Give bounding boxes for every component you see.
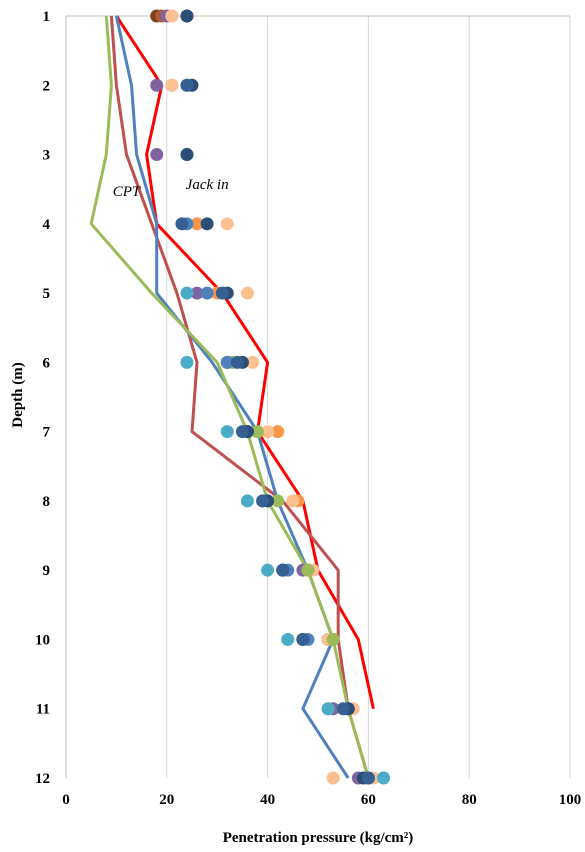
data-point bbox=[190, 286, 204, 300]
data-point bbox=[190, 217, 204, 231]
data-point bbox=[180, 148, 194, 162]
y-tick-label: 7 bbox=[43, 425, 51, 441]
x-tick-label: 40 bbox=[260, 792, 275, 808]
series-line bbox=[89, 15, 370, 779]
data-point bbox=[276, 563, 290, 577]
data-point bbox=[361, 771, 375, 785]
y-tick-label: 12 bbox=[35, 771, 50, 787]
data-point bbox=[321, 702, 335, 716]
y-tick-label: 9 bbox=[43, 563, 51, 579]
data-point bbox=[271, 494, 285, 508]
data-point bbox=[336, 702, 350, 716]
data-point bbox=[251, 425, 265, 439]
data-point bbox=[326, 771, 340, 785]
data-point bbox=[235, 425, 249, 439]
series-line bbox=[109, 15, 370, 779]
y-axis-title: Depth (m) bbox=[10, 362, 26, 427]
data-point bbox=[240, 286, 254, 300]
x-axis-title: Penetration pressure (kg/cm²) bbox=[223, 830, 414, 846]
y-tick-label: 1 bbox=[43, 9, 51, 25]
annotation-label: CPT bbox=[113, 184, 142, 200]
data-point bbox=[286, 494, 300, 508]
series-lines bbox=[89, 15, 375, 779]
y-tick-label: 11 bbox=[36, 702, 50, 718]
data-point bbox=[271, 425, 285, 439]
series-points bbox=[150, 9, 391, 785]
annotation-label: Jack in bbox=[186, 177, 229, 193]
data-point bbox=[165, 9, 179, 23]
data-point bbox=[220, 217, 234, 231]
data-point bbox=[150, 78, 164, 92]
data-point bbox=[256, 494, 270, 508]
data-point bbox=[220, 425, 234, 439]
data-point bbox=[245, 355, 259, 369]
data-point bbox=[281, 632, 295, 646]
data-point bbox=[180, 78, 194, 92]
axes bbox=[65, 15, 570, 778]
annotations: CPT Jack in bbox=[113, 177, 229, 200]
data-point bbox=[200, 286, 214, 300]
y-tick-label: 6 bbox=[43, 355, 51, 371]
y-tick-label: 2 bbox=[43, 78, 51, 94]
x-tick-label: 80 bbox=[462, 792, 477, 808]
data-point bbox=[180, 9, 194, 23]
data-point bbox=[175, 217, 189, 231]
data-point bbox=[230, 355, 244, 369]
data-point bbox=[326, 632, 340, 646]
data-point bbox=[220, 355, 234, 369]
y-tick-label: 3 bbox=[43, 148, 51, 164]
x-tick-label: 60 bbox=[361, 792, 376, 808]
x-tick-label: 20 bbox=[159, 792, 174, 808]
data-point bbox=[200, 217, 214, 231]
y-tick-label: 10 bbox=[35, 632, 50, 648]
y-tick-label: 4 bbox=[43, 217, 51, 233]
data-point bbox=[165, 78, 179, 92]
data-point bbox=[240, 494, 254, 508]
y-tick-label: 8 bbox=[43, 494, 51, 510]
data-point bbox=[150, 148, 164, 162]
data-point bbox=[377, 771, 391, 785]
y-tick-label: 5 bbox=[43, 286, 51, 302]
data-point bbox=[296, 632, 310, 646]
data-point bbox=[261, 425, 275, 439]
data-point bbox=[180, 286, 194, 300]
x-tick-label: 0 bbox=[62, 792, 70, 808]
x-tick-labels: 0 20 40 60 80 100 bbox=[62, 792, 581, 808]
series-line bbox=[114, 15, 350, 779]
series-line bbox=[115, 15, 375, 710]
data-point bbox=[261, 563, 275, 577]
data-point bbox=[180, 355, 194, 369]
grid-lines bbox=[65, 16, 571, 778]
x-tick-label: 100 bbox=[559, 792, 582, 808]
data-point bbox=[301, 563, 315, 577]
data-point bbox=[215, 286, 229, 300]
